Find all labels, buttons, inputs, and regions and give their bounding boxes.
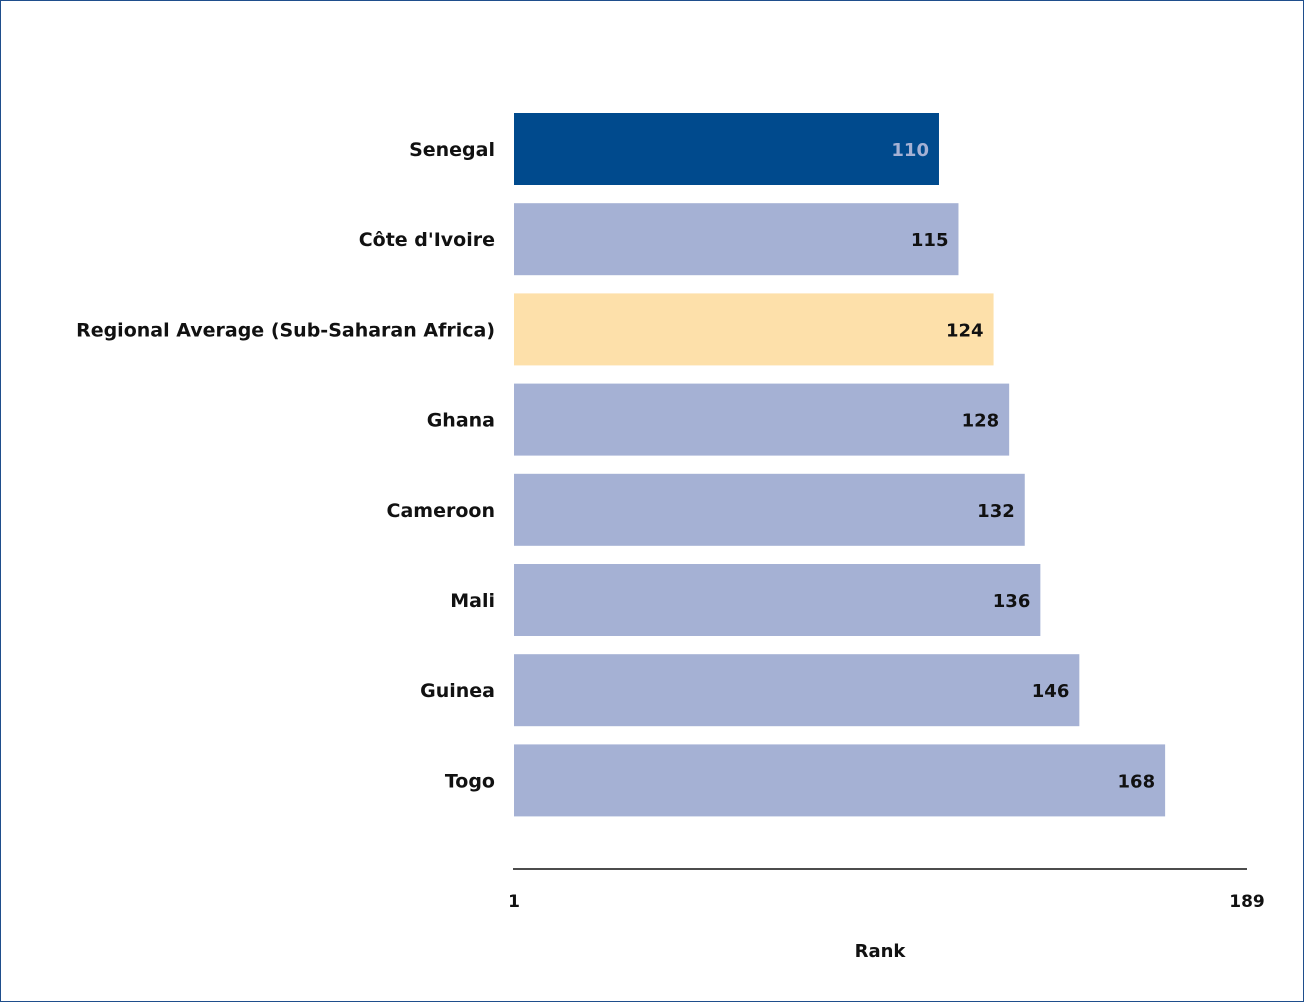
x-tick-max: 189 bbox=[1229, 892, 1265, 912]
value-label-togo: 168 bbox=[1118, 771, 1156, 792]
value-label-senegal: 110 bbox=[891, 140, 929, 161]
bar-mali bbox=[514, 564, 1041, 636]
value-label-c-te-d-ivoire: 115 bbox=[911, 230, 949, 251]
bar-guinea bbox=[514, 654, 1080, 727]
bars-layer bbox=[514, 113, 1166, 817]
category-label-mali: Mali bbox=[450, 590, 495, 612]
value-label-ghana: 128 bbox=[962, 411, 1000, 432]
category-label-ghana: Ghana bbox=[427, 410, 495, 432]
category-label-guinea: Guinea bbox=[420, 680, 495, 702]
value-label-cameroon: 132 bbox=[977, 501, 1015, 522]
bar-togo bbox=[514, 744, 1166, 817]
value-label-guinea: 146 bbox=[1032, 681, 1070, 702]
bar-cameroon bbox=[514, 473, 1025, 546]
category-label-senegal: Senegal bbox=[409, 139, 495, 161]
bar-ghana bbox=[514, 383, 1010, 456]
bar-c-te-d-ivoire bbox=[514, 203, 959, 276]
x-axis-title: Rank bbox=[855, 941, 907, 962]
value-label-mali: 136 bbox=[993, 591, 1031, 612]
bar-regional-average-sub-saharan-africa bbox=[514, 293, 994, 366]
category-labels-layer: Senegal Côte d'Ivoire Regional Average (Su… bbox=[76, 139, 495, 792]
value-labels-layer: 110 115 124 128 132 136 146 168 bbox=[891, 140, 1155, 792]
bar-senegal bbox=[514, 113, 939, 185]
x-tick-min: 1 bbox=[508, 892, 520, 912]
category-label-cameroon: Cameroon bbox=[387, 500, 495, 522]
category-label-togo: Togo bbox=[445, 770, 495, 792]
x-axis: 1 189 Rank bbox=[508, 868, 1265, 962]
value-label-regional-average-sub-saharan-africa: 124 bbox=[946, 320, 984, 341]
category-label-c-te-d-ivoire: Côte d'Ivoire bbox=[359, 229, 495, 251]
category-label-regional-average-sub-saharan-africa: Regional Average (Sub-Saharan Africa) bbox=[76, 319, 495, 341]
